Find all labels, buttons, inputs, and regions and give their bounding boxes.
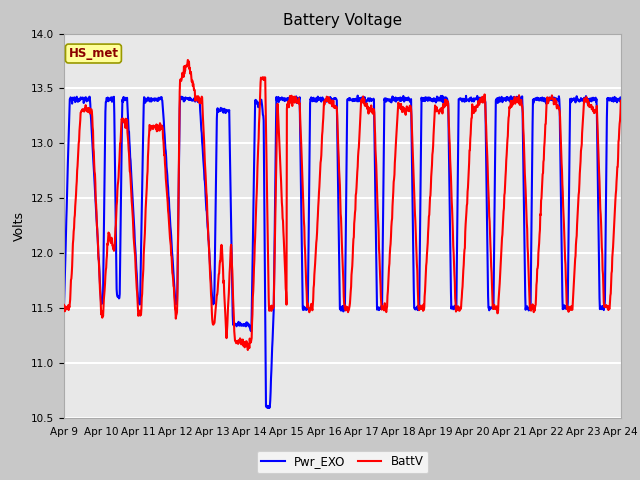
Pwr_EXO [170,283,178,288]
BattV [184,58,192,63]
Text: HS_met: HS_met [68,47,118,60]
Pwr_EXO [617,96,625,101]
Line: BattV: BattV [64,60,621,350]
BattV [429,132,437,138]
Title: Battery Voltage: Battery Voltage [283,13,402,28]
BattV [184,57,191,63]
Pwr_EXO [184,95,191,101]
Pwr_EXO [354,93,362,98]
Pwr_EXO [246,326,254,332]
Pwr_EXO [552,96,559,102]
BattV [244,347,252,353]
Line: Pwr_EXO: Pwr_EXO [64,96,621,408]
BattV [60,302,68,308]
BattV [617,98,625,104]
Pwr_EXO [60,304,68,310]
Pwr_EXO [264,405,272,411]
Pwr_EXO [502,96,510,102]
BattV [247,339,255,345]
BattV [502,157,510,163]
BattV [552,100,559,106]
Y-axis label: Volts: Volts [12,211,26,240]
Legend: Pwr_EXO, BattV: Pwr_EXO, BattV [257,451,428,473]
Pwr_EXO [429,98,437,104]
BattV [170,294,178,300]
